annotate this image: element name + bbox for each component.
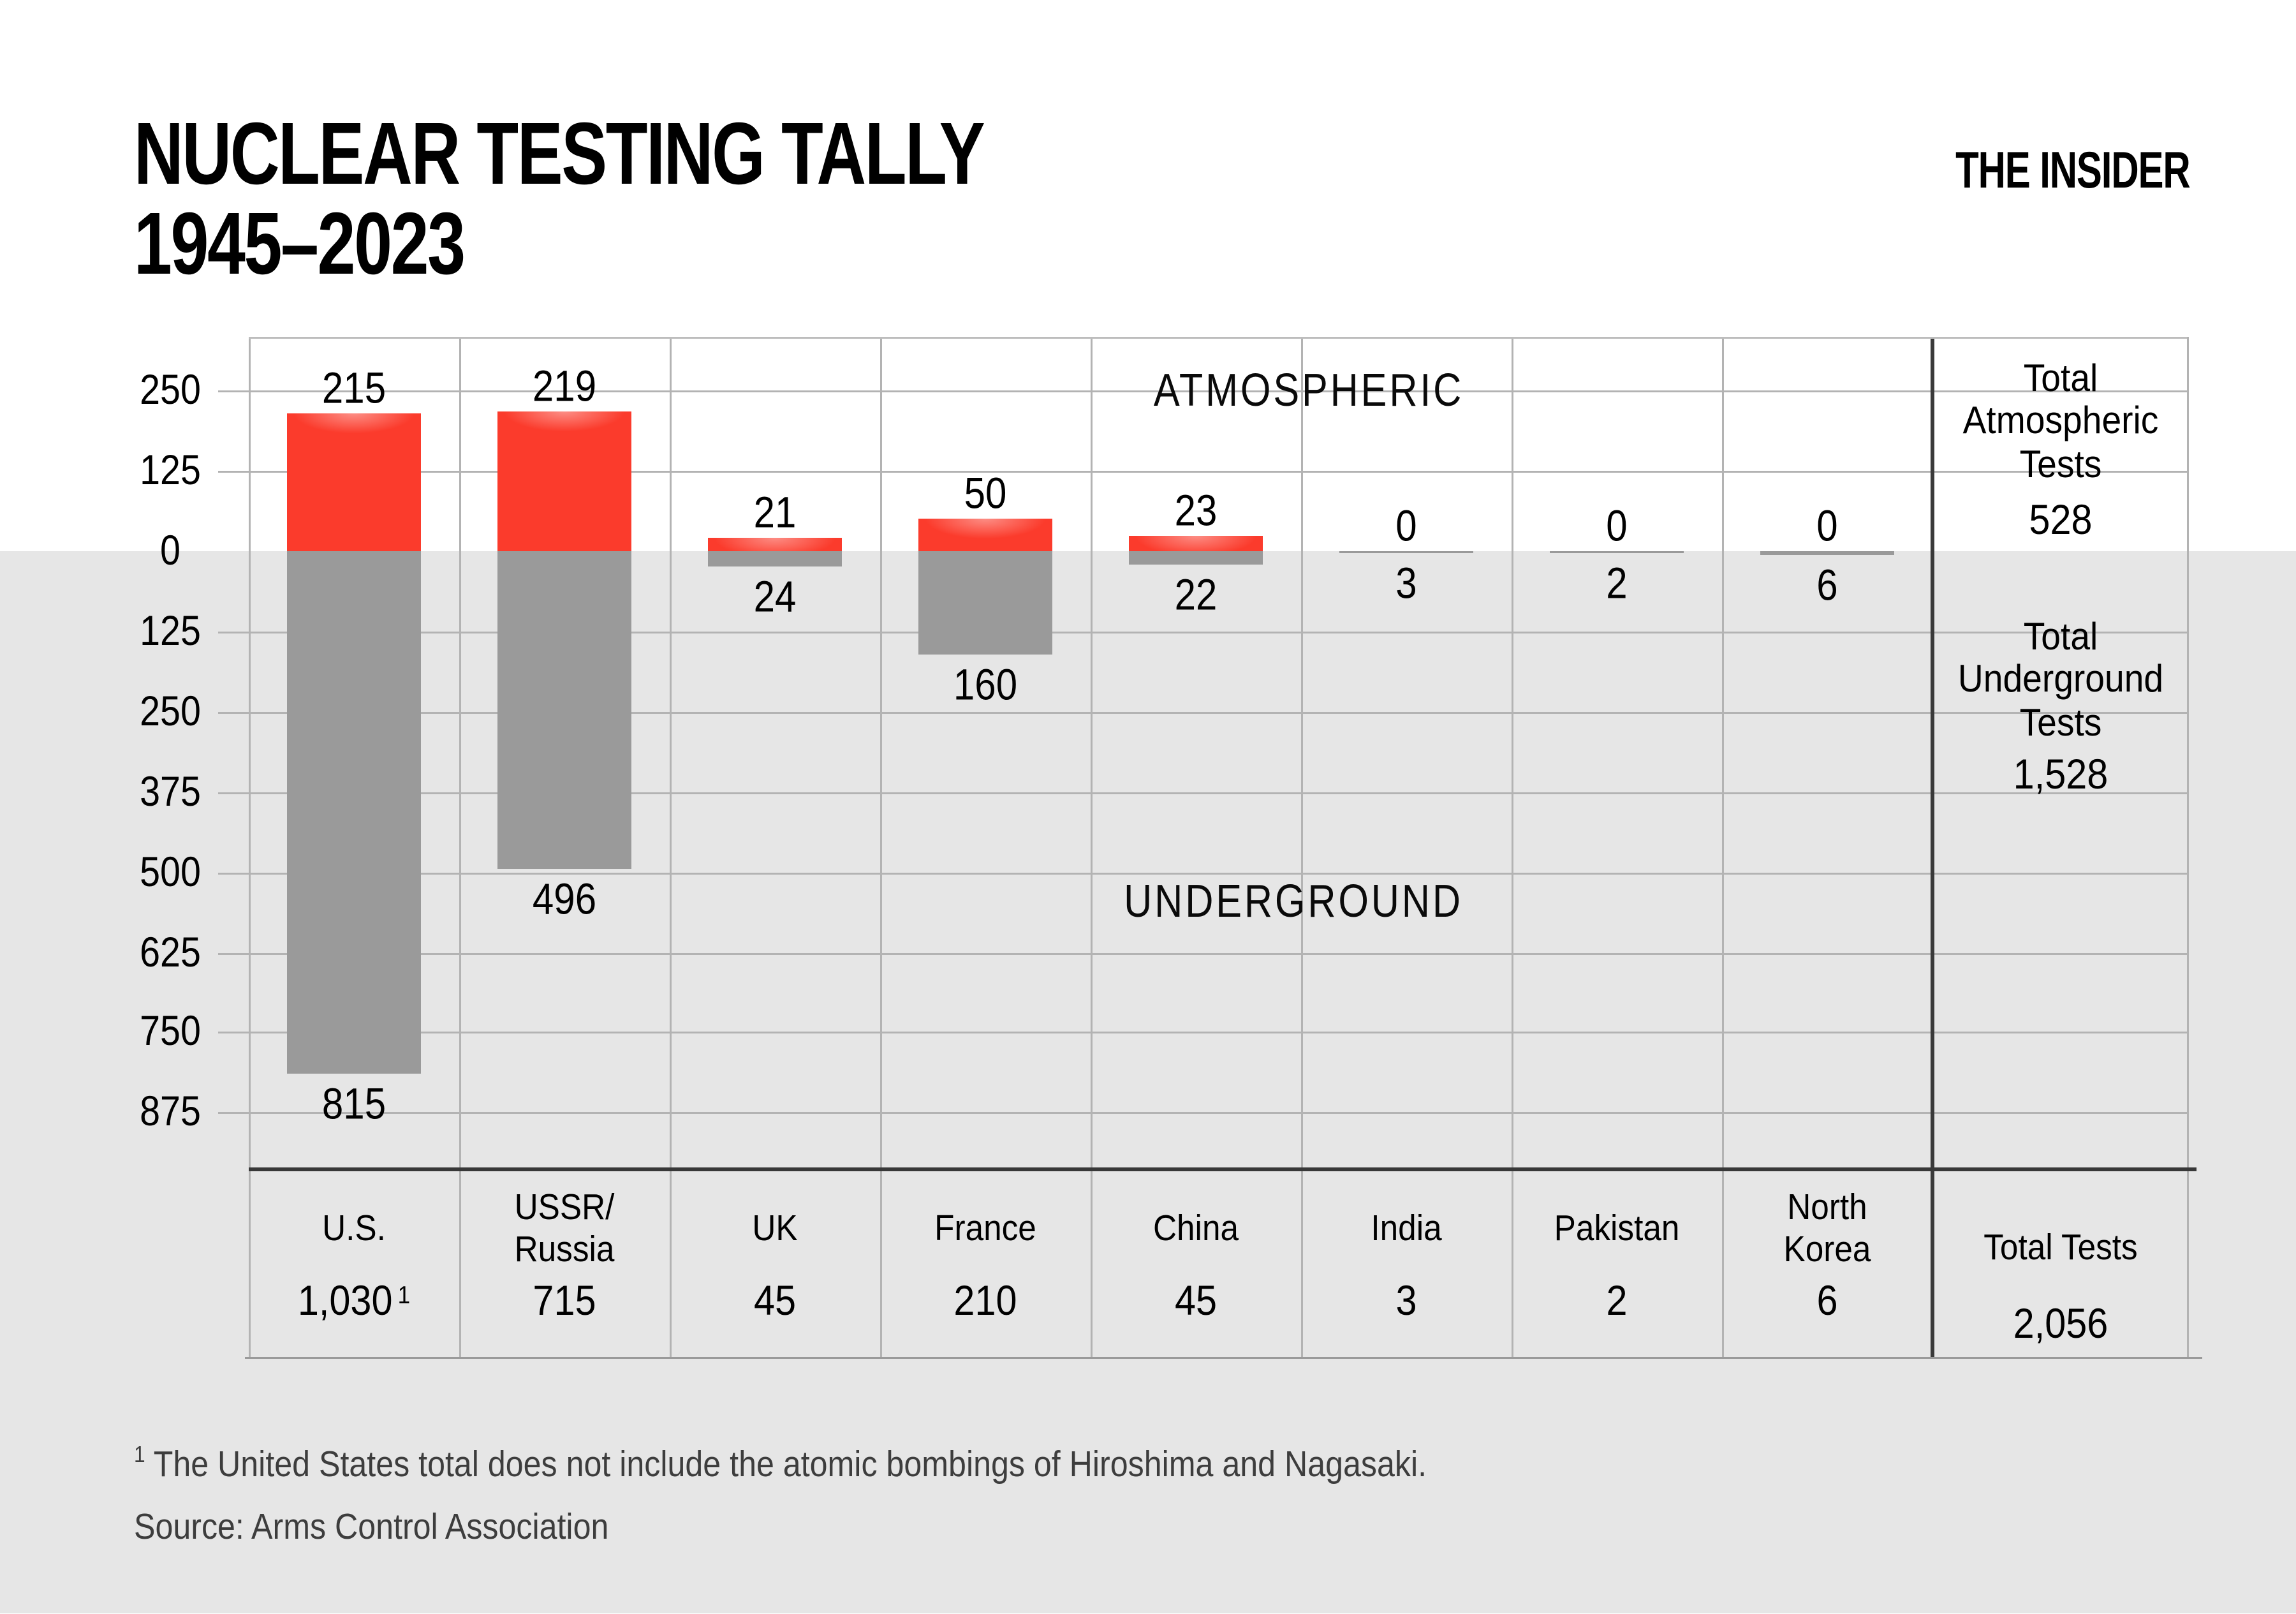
y-tick-label: 375 [140,767,201,815]
page-title-line2: 1945–2023 [134,193,466,293]
gridline-250 [218,390,2187,393]
country-total-india: 3 [1395,1277,1417,1324]
country-total-north-korea: 6 [1816,1277,1838,1324]
column-border [459,337,461,1356]
y-tick-label: 750 [140,1007,201,1056]
publisher-logo: THE INSIDER [1956,142,2192,199]
bar-label-atmospheric-ussr-russia: 219 [532,360,597,410]
country-name-uk: UK [752,1210,798,1250]
country-total-france: 210 [953,1277,1017,1324]
bar-underground-ussr-russia [497,551,631,870]
bar-label-atmospheric-pakistan: 0 [1606,500,1628,551]
x-axis-line [249,1167,2197,1171]
bar-label-atmospheric-france: 50 [964,468,1007,519]
footnote-block: 1 The United States total does not inclu… [134,1424,1427,1560]
column-border [1512,337,1513,1356]
totals-footer-value: 2,056 [2012,1299,2107,1347]
column-border [249,337,251,1356]
column-border [1722,337,1724,1356]
country-name-north-korea: North Korea [1783,1188,1871,1271]
bar-label-underground-france: 160 [953,658,1018,709]
bar-underground-france [918,551,1052,654]
y-tick-label: 875 [140,1088,201,1136]
totals-underground-label: Total Underground Tests [1957,616,2163,744]
y-tick-label: 125 [140,606,201,655]
gridline-750-below [218,1032,2187,1035]
totals-separator [1931,337,1934,1356]
y-tick-label: 125 [140,446,201,494]
bar-atmospheric-us [287,413,421,551]
y-tick-label: 250 [140,366,201,414]
country-total-us: 1,030 1 [297,1277,411,1324]
gridline-250-below [218,711,2187,714]
bar-label-underground-us: 815 [321,1079,386,1129]
country-name-india: India [1371,1210,1442,1250]
gridline-625-below [218,952,2187,954]
gridline-500-below [218,871,2187,874]
column-border [1091,337,1093,1356]
bar-underground-china [1129,551,1263,566]
totals-atmospheric-label: Total Atmospheric Tests [1962,357,2158,486]
zone-label-atmospheric: ATMOSPHERIC [1153,364,1464,417]
footnote-source: Source: Arms Control Association [134,1507,609,1548]
column-border [880,337,882,1356]
totals-footer-label: Total Tests [1982,1229,2137,1269]
bar-label-atmospheric-india: 0 [1395,500,1417,551]
bar-label-underground-uk: 24 [753,571,797,621]
column-border [1301,337,1303,1356]
bar-underground-pakistan [1550,551,1684,553]
bar-atmospheric-ussr-russia [497,410,631,551]
page-title: NUCLEAR TESTING TALLY 1945–2023 [134,103,985,293]
totals-atmospheric-value: 528 [2027,496,2092,544]
bar-label-underground-north-korea: 6 [1816,559,1838,610]
zone-label-underground: UNDERGROUND [1124,877,1463,928]
totals-underground-value: 1,528 [2012,749,2107,797]
plot-top-border [249,337,2187,339]
bar-label-atmospheric-uk: 21 [753,487,797,537]
bar-label-atmospheric-china: 23 [1174,485,1218,536]
country-name-france: France [934,1210,1036,1250]
footer-bottom-border [245,1356,2202,1358]
y-tick-label: 500 [140,847,201,895]
gridline-875-below [218,1113,2187,1115]
country-name-ussr-russia: USSR/Russia [514,1188,615,1271]
country-total-china: 45 [1174,1277,1218,1324]
bar-atmospheric-france [918,519,1052,551]
bar-atmospheric-china [1129,536,1263,551]
y-tick-label: 0 [160,526,180,574]
bar-underground-us [287,551,421,1074]
gridline-125-below [218,631,2187,633]
bar-label-underground-ussr-russia: 496 [532,874,597,924]
column-border [670,337,672,1356]
gridline-375-below [218,792,2187,794]
bar-label-underground-pakistan: 2 [1606,558,1628,608]
bar-atmospheric-uk [708,537,842,551]
bar-underground-uk [708,551,842,567]
y-tick-label: 250 [140,686,201,735]
bar-label-atmospheric-us: 215 [321,362,386,413]
country-name-pakistan: Pakistan [1554,1210,1680,1250]
bar-underground-india [1339,551,1473,553]
country-total-footnote-marker: 1 [397,1280,411,1309]
footnote-1-text: The United States total does not include… [153,1445,1427,1486]
footnote-1-marker: 1 [134,1441,145,1468]
country-name-us: U.S. [322,1210,386,1250]
country-total-ussr-russia: 715 [533,1277,596,1324]
bar-label-underground-india: 3 [1395,558,1417,608]
country-total-pakistan: 2 [1606,1277,1628,1324]
footnote-1: 1 The United States total does not inclu… [134,1424,1427,1498]
gridline-125 [218,471,2187,473]
bar-label-underground-china: 22 [1174,570,1218,620]
page-title-line1: NUCLEAR TESTING TALLY [134,103,985,203]
country-total-uk: 45 [753,1277,797,1324]
bar-underground-north-korea [1760,551,1894,555]
plot-right-border [2187,337,2189,1356]
country-name-china: China [1152,1210,1239,1250]
y-tick-label: 625 [140,927,201,975]
bar-label-atmospheric-north-korea: 0 [1816,500,1838,551]
